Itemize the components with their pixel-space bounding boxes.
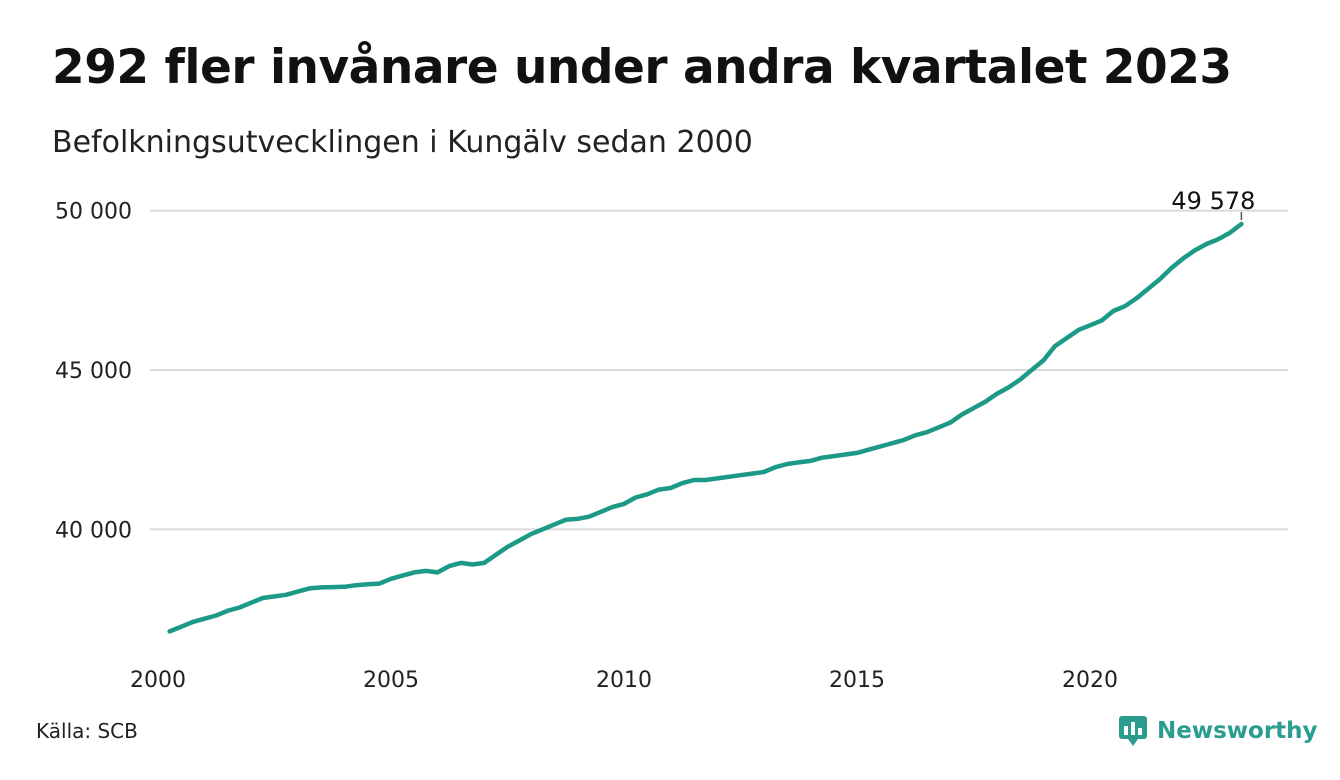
population-line bbox=[167, 221, 1244, 634]
x-tick-label: 2005 bbox=[363, 668, 419, 693]
x-tick-label: 2000 bbox=[130, 668, 186, 693]
y-tick-label: 50 000 bbox=[55, 200, 132, 225]
brand-name: Newsworthy bbox=[1157, 718, 1318, 744]
bar-chart-speech-bubble-icon bbox=[1118, 715, 1148, 747]
newsworthy-logo[interactable]: Newsworthy bbox=[1118, 714, 1318, 748]
y-axis-tick-labels: 40 000 45 000 50 000 bbox=[55, 200, 132, 544]
source-note: Källa: SCB bbox=[36, 719, 138, 743]
x-axis-tick-labels: 2000 2005 2010 2015 2020 bbox=[130, 668, 1118, 693]
x-tick-label: 2015 bbox=[829, 668, 885, 693]
x-tick-label: 2020 bbox=[1062, 668, 1118, 693]
chart-title: 292 fler invånare under andra kvartalet … bbox=[52, 40, 1232, 95]
gridlines bbox=[150, 209, 1288, 531]
chart-subtitle: Befolkningsutvecklingen i Kungälv sedan … bbox=[52, 125, 753, 160]
y-tick-label: 40 000 bbox=[55, 518, 132, 543]
end-value-label: 49 578 bbox=[1171, 187, 1255, 215]
y-tick-label: 45 000 bbox=[55, 359, 132, 384]
x-tick-label: 2010 bbox=[596, 668, 652, 693]
